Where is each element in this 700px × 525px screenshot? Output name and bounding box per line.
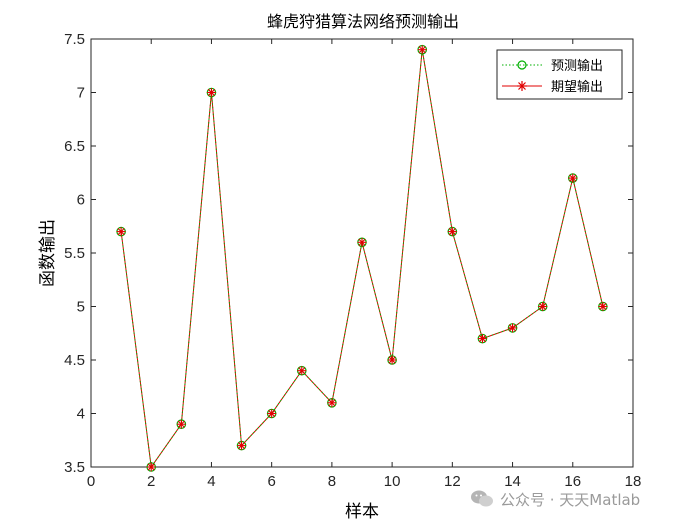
y-tick-label: 3.5 (64, 459, 85, 476)
expected-point (477, 334, 487, 344)
watermark-text: 公众号 · 天天Matlab (500, 490, 641, 509)
y-tick-label: 6.5 (64, 138, 85, 155)
expected-point (206, 88, 216, 97)
legend-marker-expected (517, 81, 527, 91)
y-tick-label: 6 (77, 192, 85, 209)
y-tick-label: 7 (77, 85, 85, 102)
series-layer (116, 44, 608, 472)
expected-point (267, 409, 277, 418)
legend-marker-predicted (517, 60, 527, 70)
expected-point (387, 355, 397, 365)
x-tick-label: 18 (625, 473, 642, 490)
legend-box (496, 49, 623, 100)
x-tick-label: 14 (504, 473, 521, 490)
y-tick-label: 7.5 (64, 31, 85, 48)
expected-point (146, 462, 156, 472)
x-tick-label: 12 (444, 473, 461, 490)
wechat-icon (470, 489, 494, 509)
plot-area (90, 38, 634, 468)
y-axis-ticks: 3.5 4 4.5 5 5.5 6 6.5 7 7.5 (64, 31, 633, 476)
series-line-predicted (120, 49, 604, 469)
x-tick-label: 16 (564, 473, 581, 490)
y-tick-label: 4 (77, 406, 85, 423)
x-tick-label: 10 (384, 473, 401, 490)
expected-point (568, 173, 578, 183)
chart-title: 蜂虎狩猎算法网络预测输出 (267, 12, 459, 31)
legend: 预测输出 期望输出 (496, 49, 623, 100)
expected-point (598, 302, 608, 311)
x-tick-label: 2 (147, 473, 155, 490)
watermark: 公众号 · 天天Matlab (470, 485, 695, 513)
x-tick-label: 8 (328, 473, 336, 490)
legend-label-expected: 期望输出 (551, 79, 603, 95)
y-tick-label: 4.5 (64, 352, 85, 369)
x-tick-label: 6 (267, 473, 275, 490)
x-axis-ticks: 0 2 4 6 8 10 12 14 16 18 (87, 39, 642, 490)
expected-point (447, 227, 457, 237)
x-axis-label: 样本 (345, 502, 379, 522)
y-tick-label: 5 (77, 299, 85, 316)
y-axis-label: 函数输出 (38, 219, 58, 287)
x-tick-label: 4 (207, 473, 215, 490)
expected-point (297, 366, 307, 376)
expected-point (116, 227, 126, 237)
expected-point (538, 302, 548, 311)
expected-point (176, 419, 186, 429)
x-tick-label: 0 (87, 473, 95, 490)
legend-label-predicted: 预测输出 (551, 58, 603, 74)
y-tick-label: 5.5 (64, 245, 85, 262)
expected-point (237, 441, 247, 451)
expected-point (508, 323, 518, 333)
expected-point (327, 398, 337, 408)
expected-point (417, 45, 427, 55)
expected-point (357, 237, 367, 247)
